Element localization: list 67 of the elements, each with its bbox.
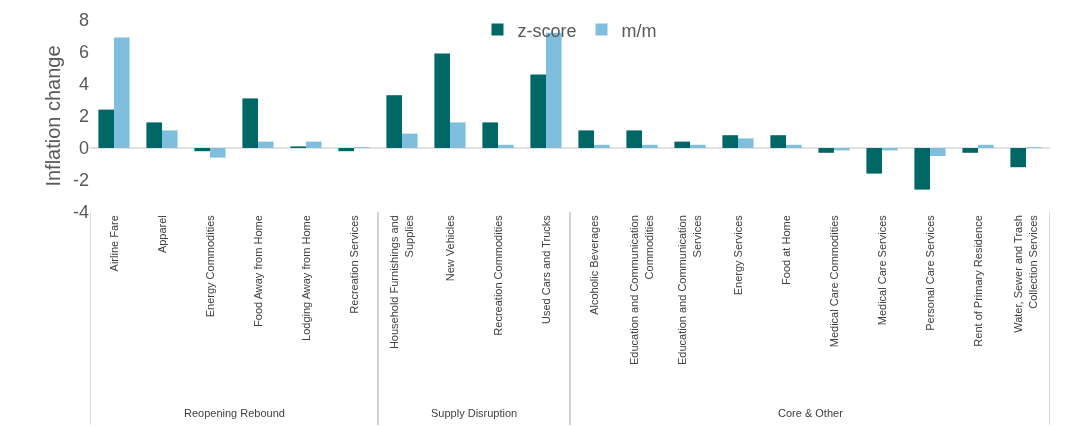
- x-tick-label: Education and Communication Services: [676, 214, 703, 366]
- x-tick-label: Lodging Away from Home: [299, 215, 312, 341]
- bar: [498, 144, 514, 148]
- bar: [146, 122, 162, 148]
- bar: [530, 74, 546, 148]
- x-tick-label: Medical Care Services: [875, 214, 888, 326]
- y-axis-title: Inflation change: [42, 45, 65, 187]
- x-tick-label: Personal Care Services: [923, 214, 936, 331]
- x-tick-label: Food Away from Home: [251, 215, 264, 327]
- text: Supply Disruption: [431, 407, 518, 419]
- x-tick-label: Recreation Commodities: [491, 214, 504, 336]
- bar: [450, 122, 466, 148]
- bar: [818, 148, 834, 153]
- legend-label: m/m: [621, 20, 657, 41]
- x-tick-label: Energy Services: [731, 214, 744, 296]
- x-tick-label: Airline Fare: [107, 215, 120, 272]
- x-tick-label: Medical Care Commodities: [827, 214, 840, 348]
- y-tick-label: 4: [78, 74, 89, 95]
- bar: [338, 148, 354, 152]
- bar: [194, 148, 210, 152]
- y-tick-label: 0: [78, 138, 89, 159]
- bar: [434, 53, 450, 148]
- bar: [722, 135, 738, 148]
- bar: [594, 144, 610, 148]
- y-tick-label: -4: [72, 202, 89, 223]
- bar: [578, 130, 594, 148]
- bar: [210, 148, 226, 158]
- bar: [690, 144, 706, 148]
- y-tick-label: -2: [72, 170, 89, 191]
- x-tick-label: New Vehicles: [443, 214, 456, 282]
- bar: [162, 130, 178, 148]
- x-tick-label: Rent of Primary Residence: [971, 215, 984, 347]
- bar: [914, 148, 930, 190]
- x-tick-label: Energy Commodities: [203, 214, 216, 318]
- bar: [962, 148, 978, 153]
- bar: [386, 95, 402, 148]
- x-tick-label: Household Furnishings and Supplies: [388, 214, 415, 350]
- bar: [98, 109, 114, 148]
- bar: [626, 130, 642, 148]
- bar: [786, 144, 802, 148]
- bar: [978, 144, 994, 148]
- x-tick-label: Education and Communication Commodities: [628, 214, 655, 366]
- y-tick-label: 2: [78, 106, 89, 127]
- legend-label: z-score: [517, 20, 577, 41]
- bar: [402, 133, 418, 148]
- text: Core & Other: [778, 407, 844, 419]
- bar: [258, 141, 274, 148]
- x-tick-label: Water, Sewer and Trash Collection Services: [1012, 214, 1039, 333]
- x-tick-label: Recreation Services: [347, 214, 360, 314]
- bar: [930, 148, 946, 156]
- x-tick-label: Food at Home: [779, 215, 792, 285]
- bar: [866, 148, 882, 174]
- y-tick-label: 8: [78, 10, 89, 31]
- y-tick-label: 6: [78, 42, 89, 63]
- bar: [1010, 148, 1026, 168]
- text: Reopening Rebound: [184, 407, 285, 419]
- x-tick-label: Apparel: [155, 215, 168, 254]
- bar: [738, 138, 754, 148]
- bar: [642, 144, 658, 148]
- bar: [242, 98, 258, 148]
- x-tick-label: Used Cars and Trucks: [539, 214, 552, 325]
- bar: [770, 135, 786, 148]
- x-tick-label: Alcoholic Beverages: [587, 214, 600, 315]
- bar: [114, 37, 130, 148]
- bar: [482, 122, 498, 148]
- bar: [306, 141, 322, 148]
- bar: [674, 141, 690, 148]
